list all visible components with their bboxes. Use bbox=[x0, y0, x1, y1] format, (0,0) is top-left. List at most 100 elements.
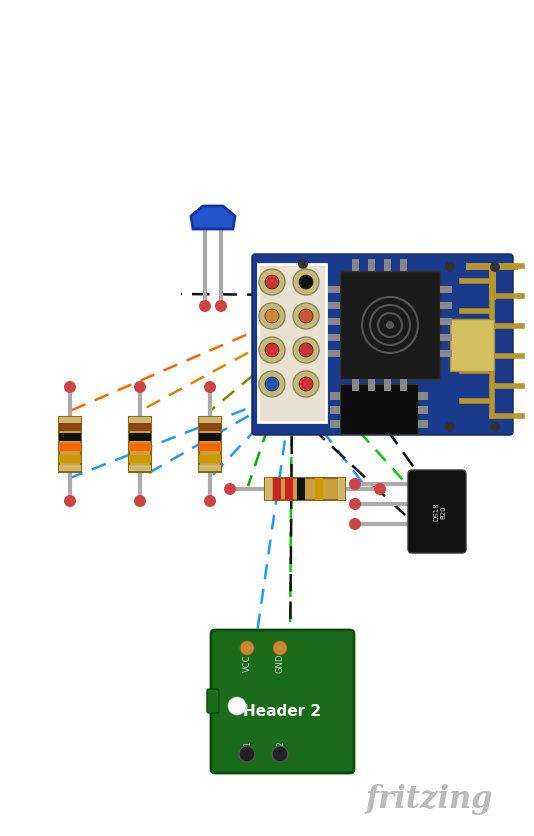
FancyBboxPatch shape bbox=[408, 471, 466, 553]
Bar bbox=[338, 478, 345, 501]
Bar bbox=[59, 443, 81, 451]
Bar bbox=[199, 443, 221, 451]
Circle shape bbox=[265, 276, 279, 289]
Bar bbox=[368, 260, 375, 272]
Circle shape bbox=[445, 263, 455, 273]
Text: P$1: P$1 bbox=[242, 739, 252, 755]
Circle shape bbox=[265, 344, 279, 358]
Bar bbox=[59, 456, 81, 463]
Bar bbox=[328, 303, 340, 309]
Bar bbox=[340, 272, 440, 380]
Circle shape bbox=[199, 301, 211, 313]
Bar bbox=[315, 478, 323, 501]
Circle shape bbox=[204, 496, 216, 507]
Bar bbox=[330, 393, 340, 400]
Bar bbox=[265, 478, 345, 501]
Bar bbox=[129, 434, 151, 441]
Bar bbox=[330, 421, 340, 429]
Bar bbox=[352, 380, 359, 391]
Bar bbox=[273, 478, 281, 501]
Circle shape bbox=[299, 276, 313, 289]
Circle shape bbox=[490, 263, 500, 273]
Circle shape bbox=[293, 270, 319, 296]
Bar bbox=[129, 417, 151, 424]
Circle shape bbox=[240, 641, 254, 655]
Bar bbox=[258, 265, 326, 422]
Circle shape bbox=[134, 381, 146, 394]
Circle shape bbox=[265, 378, 279, 391]
Bar bbox=[352, 260, 359, 272]
Bar bbox=[129, 466, 151, 472]
Circle shape bbox=[272, 746, 288, 762]
Bar bbox=[440, 319, 452, 325]
Bar bbox=[400, 380, 407, 391]
Bar bbox=[129, 417, 151, 472]
Circle shape bbox=[445, 422, 455, 432]
Bar bbox=[129, 443, 151, 451]
Circle shape bbox=[215, 301, 227, 313]
FancyBboxPatch shape bbox=[207, 689, 219, 713]
Circle shape bbox=[239, 746, 255, 762]
Text: GND: GND bbox=[276, 653, 285, 672]
Bar bbox=[418, 406, 428, 415]
Bar bbox=[418, 393, 428, 400]
Circle shape bbox=[259, 270, 285, 296]
Bar bbox=[129, 424, 151, 431]
Circle shape bbox=[349, 498, 361, 511]
Bar bbox=[199, 456, 221, 463]
Bar bbox=[59, 466, 81, 472]
Circle shape bbox=[64, 381, 76, 394]
Circle shape bbox=[299, 378, 313, 391]
Bar bbox=[285, 478, 293, 501]
Bar bbox=[199, 466, 221, 472]
Bar bbox=[330, 406, 340, 415]
Circle shape bbox=[259, 303, 285, 329]
Bar bbox=[265, 478, 272, 501]
Text: Header 2: Header 2 bbox=[243, 704, 321, 719]
Circle shape bbox=[259, 338, 285, 364]
Bar bbox=[129, 456, 151, 463]
Bar bbox=[297, 478, 305, 501]
Bar bbox=[199, 417, 221, 424]
Circle shape bbox=[490, 422, 500, 432]
Text: fritzing: fritzing bbox=[366, 783, 494, 814]
Bar bbox=[440, 350, 452, 358]
Text: DS18
B20: DS18 B20 bbox=[434, 502, 446, 521]
Bar bbox=[440, 303, 452, 309]
Text: VCC: VCC bbox=[242, 654, 252, 671]
FancyBboxPatch shape bbox=[252, 255, 513, 436]
Circle shape bbox=[293, 303, 319, 329]
Circle shape bbox=[224, 483, 236, 496]
Circle shape bbox=[204, 381, 216, 394]
Polygon shape bbox=[191, 206, 235, 230]
Circle shape bbox=[349, 518, 361, 530]
Circle shape bbox=[134, 496, 146, 507]
Circle shape bbox=[299, 344, 313, 358]
Bar bbox=[328, 350, 340, 358]
Circle shape bbox=[299, 309, 313, 324]
Circle shape bbox=[293, 338, 319, 364]
Bar bbox=[440, 287, 452, 293]
Bar bbox=[59, 417, 81, 472]
Bar bbox=[400, 260, 407, 272]
Circle shape bbox=[273, 641, 287, 655]
Bar bbox=[328, 319, 340, 325]
Circle shape bbox=[298, 260, 308, 270]
Circle shape bbox=[228, 697, 246, 715]
Bar bbox=[328, 334, 340, 342]
Circle shape bbox=[293, 371, 319, 398]
Bar bbox=[440, 334, 452, 342]
Bar bbox=[418, 421, 428, 429]
Circle shape bbox=[64, 496, 76, 507]
Bar bbox=[340, 385, 418, 435]
Bar bbox=[368, 380, 375, 391]
Circle shape bbox=[386, 322, 394, 329]
Bar bbox=[328, 287, 340, 293]
Circle shape bbox=[374, 483, 386, 496]
Bar bbox=[199, 417, 221, 472]
Circle shape bbox=[349, 478, 361, 491]
Circle shape bbox=[259, 371, 285, 398]
Bar bbox=[59, 417, 81, 424]
Bar bbox=[384, 380, 391, 391]
Bar bbox=[59, 434, 81, 441]
